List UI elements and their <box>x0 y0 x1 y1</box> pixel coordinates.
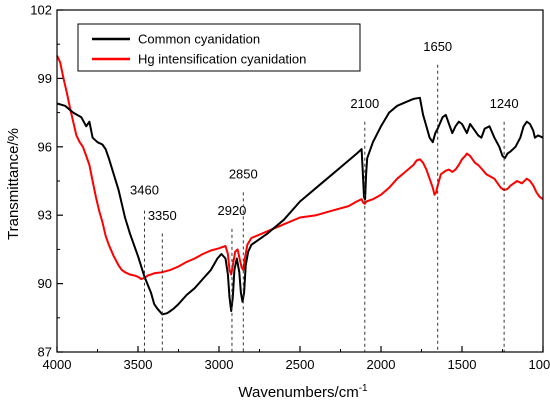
annotation-layer: 3460 3350 2920 2850 2100 1650 1240 <box>130 39 519 352</box>
series-line-1 <box>56 55 544 280</box>
x-tick-label-2000: 2000 <box>367 357 396 372</box>
x-tick-label-3000: 3000 <box>205 357 234 372</box>
x-tick-label-1000: 1000 <box>529 357 550 372</box>
legend-label-1: Hg intensification cyanidation <box>138 52 306 67</box>
x-axis-title: Wavenumbers/cm-1 <box>238 383 368 401</box>
x-tick-label-2500: 2500 <box>286 357 315 372</box>
annotation-label-1240: 1240 <box>490 96 519 111</box>
y-tick-label-102: 102 <box>30 3 52 18</box>
y-tick-label-87: 87 <box>38 345 52 360</box>
annotation-label-2920: 2920 <box>217 203 246 218</box>
y-tick-label-93: 93 <box>38 208 52 223</box>
x-tick-label-1500: 1500 <box>448 357 477 372</box>
series-line-0 <box>56 96 544 316</box>
annotation-label-1650: 1650 <box>423 39 452 54</box>
annotation-label-3460: 3460 <box>130 183 159 198</box>
x-tick-label-4000: 4000 <box>43 357 72 372</box>
annotation-label-3350: 3350 <box>148 208 177 223</box>
legend-box <box>77 23 361 72</box>
y-tick-label-99: 99 <box>38 71 52 86</box>
axes-layer: 4000 3500 3000 2500 2000 1500 1000 87 90 93 96 99 10… <box>30 3 550 373</box>
series-layer <box>56 55 544 316</box>
x-tick-label-3500: 3500 <box>124 357 153 372</box>
legend: Common cyanidation Hg intensification cya… <box>77 23 361 72</box>
annotation-label-2850: 2850 <box>229 167 258 182</box>
y-tick-label-96: 96 <box>38 139 52 154</box>
y-axis-title: Transmittance/% <box>5 128 22 240</box>
annotation-label-2100: 2100 <box>350 96 379 111</box>
y-tick-label-90: 90 <box>38 276 52 291</box>
legend-label-0: Common cyanidation <box>138 32 260 47</box>
